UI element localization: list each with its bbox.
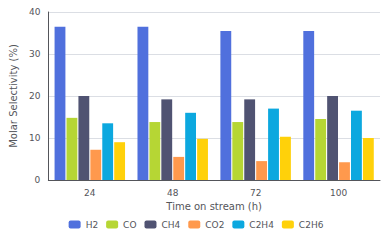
svg-text:C2H4: C2H4	[249, 220, 274, 230]
svg-text:0: 0	[35, 175, 41, 185]
svg-text:CH4: CH4	[161, 220, 180, 230]
svg-text:48: 48	[167, 188, 179, 198]
svg-text:CO: CO	[123, 220, 136, 230]
svg-text:24: 24	[84, 188, 96, 198]
svg-text:C2H6: C2H6	[299, 220, 324, 230]
svg-text:Molar Selectivity (%): Molar Selectivity (%)	[8, 44, 19, 148]
svg-text:Time on stream (h): Time on stream (h)	[165, 201, 262, 212]
svg-text:40: 40	[29, 7, 41, 17]
svg-text:30: 30	[29, 49, 41, 59]
svg-text:10: 10	[29, 133, 41, 143]
svg-text:100: 100	[330, 188, 347, 198]
svg-text:72: 72	[250, 188, 261, 198]
svg-text:CO2: CO2	[205, 220, 224, 230]
svg-text:20: 20	[29, 91, 41, 101]
svg-text:H2: H2	[86, 220, 99, 230]
